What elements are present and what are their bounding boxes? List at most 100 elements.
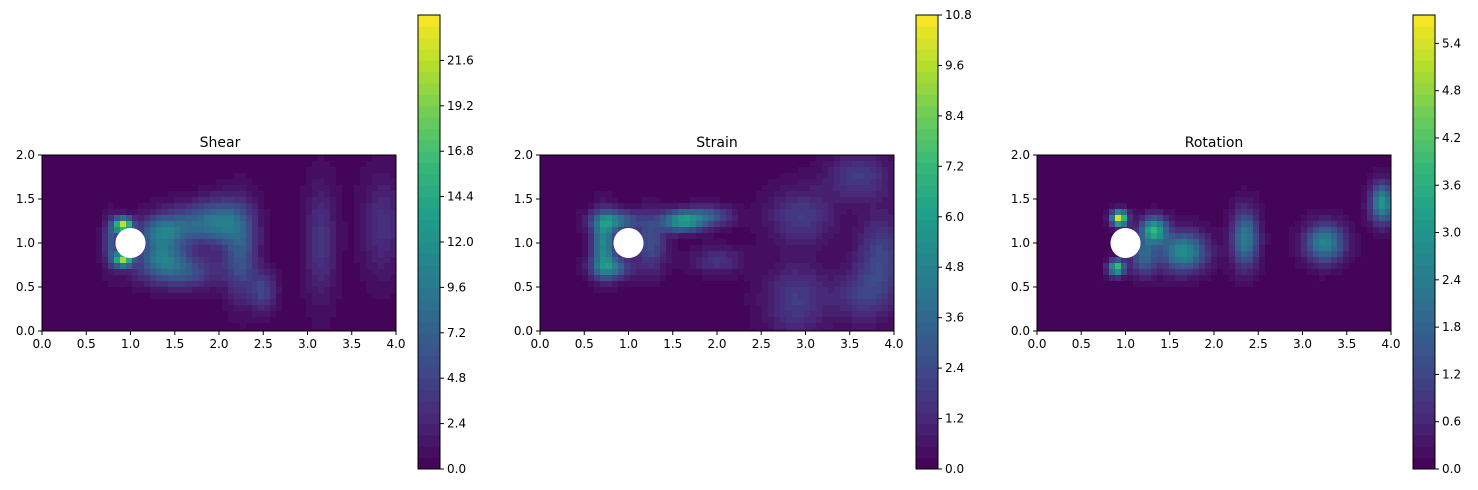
heatmap-cell — [1325, 221, 1332, 228]
heatmap-cell — [96, 257, 103, 264]
heatmap-cell — [828, 203, 835, 210]
heatmap-cell — [144, 305, 151, 312]
heatmap-cell — [156, 269, 163, 276]
heatmap-cell — [1151, 173, 1158, 180]
heatmap-cell — [672, 239, 679, 246]
heatmap-cell — [624, 215, 631, 222]
heatmap-cell — [1097, 215, 1104, 222]
heatmap-cell — [210, 293, 217, 300]
heatmap-cell — [582, 185, 589, 192]
heatmap-cell — [60, 269, 67, 276]
heatmap-cell — [624, 257, 631, 264]
heatmap-cell — [228, 179, 235, 186]
heatmap-cell — [60, 209, 67, 216]
heatmap-cell — [1235, 185, 1242, 192]
heatmap-cell — [264, 317, 271, 324]
colorbar-segment — [916, 298, 938, 311]
heatmap-cell — [678, 305, 685, 312]
heatmap-cell — [822, 197, 829, 204]
heatmap-cell — [606, 239, 613, 246]
heatmap-cell — [156, 239, 163, 246]
heatmap-cell — [174, 155, 181, 162]
heatmap-cell — [1211, 209, 1218, 216]
obstacle-circle — [613, 227, 644, 259]
heatmap-cell — [1289, 263, 1296, 270]
heatmap-cell — [1277, 191, 1284, 198]
colorbar-segment — [916, 434, 938, 447]
heatmap-cell — [360, 185, 367, 192]
heatmap-cell — [1163, 185, 1170, 192]
heatmap-cell — [1373, 269, 1380, 276]
heatmap-cell — [576, 191, 583, 198]
heatmap-cell — [1109, 191, 1116, 198]
heatmap-cell — [1295, 191, 1302, 198]
heatmap-cell — [174, 239, 181, 246]
heatmap-cell — [594, 185, 601, 192]
heatmap-cell — [846, 191, 853, 198]
heatmap-cell — [156, 185, 163, 192]
heatmap-cell — [342, 203, 349, 210]
heatmap-cell — [1115, 185, 1122, 192]
heatmap-cell — [1361, 209, 1368, 216]
heatmap-cell — [66, 281, 73, 288]
heatmap-cell — [1037, 281, 1044, 288]
heatmap-cell — [390, 179, 396, 186]
heatmap-cell — [750, 167, 757, 174]
heatmap-cell — [210, 305, 217, 312]
heatmap-cell — [366, 179, 373, 186]
heatmap-cell — [1319, 191, 1326, 198]
heatmap-cell — [324, 299, 331, 306]
heatmap-cell — [1175, 155, 1182, 162]
heatmap-cell — [1133, 209, 1140, 216]
heatmap-cell — [774, 239, 781, 246]
heatmap-cell — [876, 281, 883, 288]
heatmap-cell — [660, 173, 667, 180]
heatmap-cell — [186, 233, 193, 240]
heatmap-cell — [222, 155, 229, 162]
heatmap-cell — [84, 245, 91, 252]
heatmap-cell — [1079, 179, 1086, 186]
heatmap-cell — [1325, 215, 1332, 222]
heatmap-cell — [96, 227, 103, 234]
heatmap-cell — [558, 329, 565, 331]
heatmap-cell — [1037, 179, 1044, 186]
heatmap-cell — [594, 287, 601, 294]
heatmap-cell — [726, 257, 733, 264]
heatmap-cell — [852, 269, 859, 276]
heatmap-cell — [48, 221, 55, 228]
heatmap-cell — [576, 311, 583, 318]
heatmap-cell — [390, 287, 396, 294]
heatmap-cell — [390, 167, 396, 174]
heatmap-cell — [1193, 269, 1200, 276]
heatmap-cell — [1319, 251, 1326, 258]
heatmap-cell — [1373, 221, 1380, 228]
heatmap-cell — [138, 317, 145, 324]
heatmap-cell — [186, 239, 193, 246]
heatmap-cell — [300, 203, 307, 210]
heatmap-cell — [624, 179, 631, 186]
heatmap-cell — [120, 161, 127, 168]
heatmap-cell — [276, 263, 283, 270]
heatmap-cell — [258, 173, 265, 180]
heatmap-cell — [246, 221, 253, 228]
heatmap-cell — [348, 323, 355, 330]
heatmap-cell — [864, 287, 871, 294]
heatmap-cell — [708, 317, 715, 324]
heatmap-cell — [582, 191, 589, 198]
heatmap-cell — [774, 305, 781, 312]
heatmap-cell — [1067, 173, 1074, 180]
heatmap-field — [42, 155, 396, 331]
heatmap-cell — [1133, 221, 1140, 228]
heatmap-cell — [1373, 173, 1380, 180]
heatmap-cell — [60, 161, 67, 168]
heatmap-cell — [1265, 257, 1272, 264]
heatmap-cell — [876, 179, 883, 186]
heatmap-cell — [618, 155, 625, 162]
heatmap-cell — [48, 323, 55, 330]
heatmap-cell — [630, 167, 637, 174]
heatmap-cell — [810, 209, 817, 216]
heatmap-cell — [318, 329, 325, 331]
heatmap-cell — [882, 263, 889, 270]
heatmap-cell — [1049, 263, 1056, 270]
heatmap-cell — [354, 161, 361, 168]
